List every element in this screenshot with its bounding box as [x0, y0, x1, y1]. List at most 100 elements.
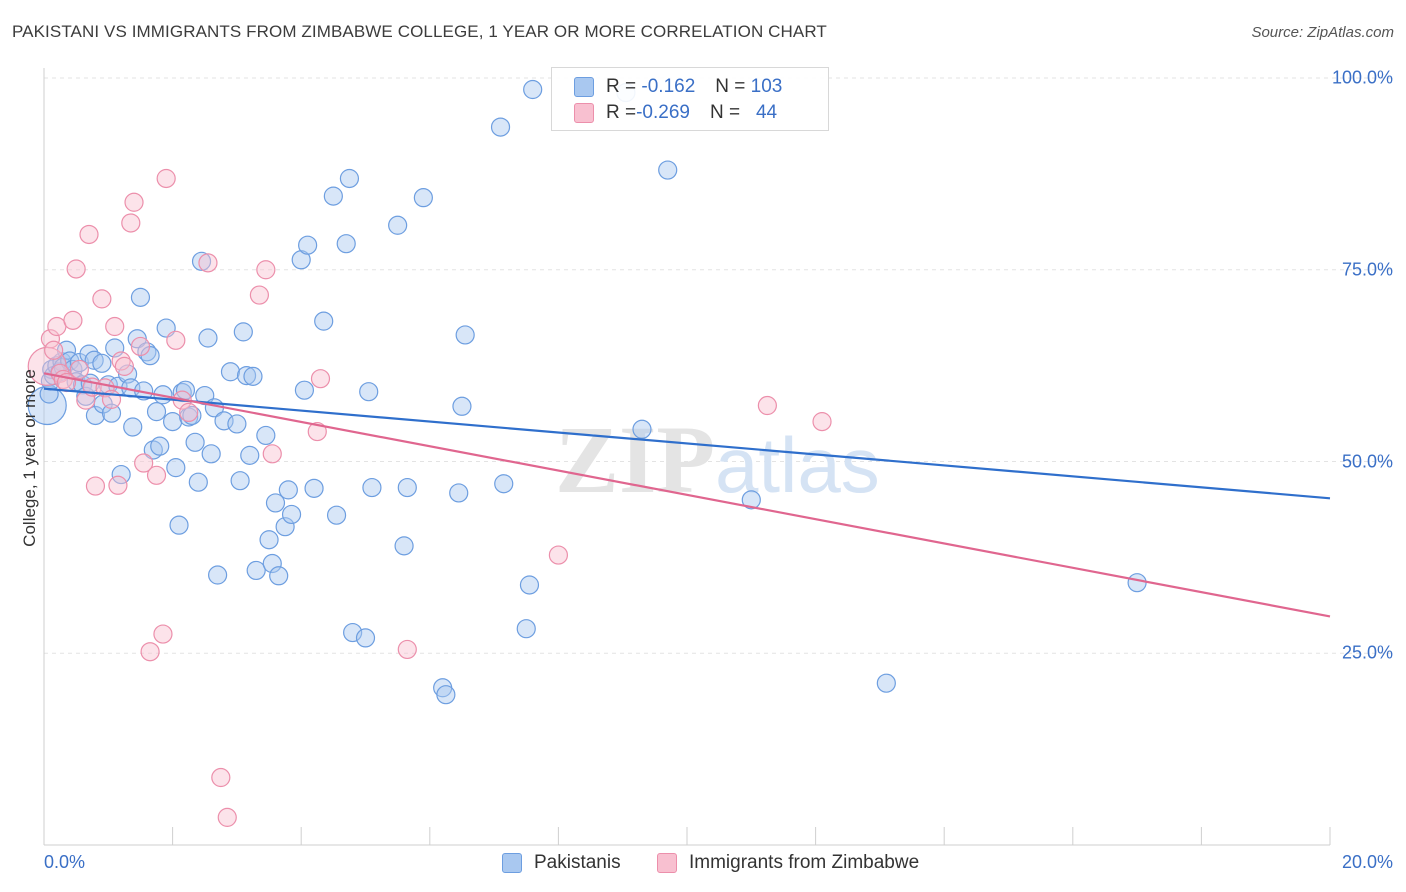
legend-swatch-blue — [574, 77, 594, 97]
data-point-pakistanis — [84, 350, 104, 370]
data-point-zimbabwe — [111, 351, 131, 371]
data-point-zimbabwe — [92, 289, 112, 309]
data-point-pakistanis — [233, 322, 253, 342]
data-point-zimbabwe — [307, 421, 327, 442]
y-tick-label: 25.0% — [1341, 642, 1393, 663]
data-point-zimbabwe — [63, 310, 83, 330]
data-point-pakistanis — [298, 235, 318, 255]
data-point-pakistanis — [397, 477, 417, 498]
n-value: 44 — [755, 102, 778, 123]
data-point-pakistanis — [259, 530, 279, 550]
data-point-pakistanis — [85, 405, 106, 426]
series-pakistanis — [27, 79, 1147, 705]
data-point-pakistanis — [523, 79, 543, 100]
data-point-pakistanis — [101, 403, 122, 423]
data-point-zimbabwe — [812, 412, 832, 432]
x-tick-min: 0.0% — [44, 852, 86, 872]
data-point-pakistanis — [388, 215, 408, 235]
data-point-zimbabwe — [140, 642, 160, 662]
gridlines — [44, 77, 1392, 654]
n-label: N = — [715, 76, 746, 97]
data-point-pakistanis — [27, 385, 67, 426]
data-point-pakistanis — [227, 414, 247, 434]
data-point-pakistanis — [265, 493, 286, 513]
data-point-pakistanis — [326, 505, 347, 525]
data-point-pakistanis — [201, 444, 221, 464]
legend-label-zimbabwe: Immigrants from Zimbabwe — [689, 852, 920, 873]
data-point-pakistanis — [516, 619, 536, 639]
data-point-pakistanis — [281, 504, 302, 525]
data-point-pakistanis — [876, 673, 896, 693]
data-point-pakistanis — [166, 458, 186, 478]
data-point-zimbabwe — [47, 316, 67, 337]
data-point-pakistanis — [269, 566, 289, 586]
n-value: 103 — [750, 76, 783, 97]
data-point-zimbabwe — [249, 285, 270, 305]
watermark-atlas: atlas — [715, 421, 880, 509]
data-point-pakistanis — [240, 445, 260, 465]
r-label: R = — [606, 76, 637, 97]
data-point-zimbabwe — [310, 369, 331, 389]
data-point-pakistanis — [339, 168, 360, 189]
data-point-pakistanis — [355, 628, 376, 648]
legend-row-pakistanis: R = -0.162 N = 103 — [574, 75, 782, 99]
data-point-zimbabwe — [548, 545, 569, 565]
data-point-zimbabwe — [397, 639, 417, 660]
data-point-pakistanis — [169, 515, 189, 535]
data-point-pakistanis — [455, 325, 475, 345]
data-point-pakistanis — [220, 362, 241, 382]
data-point-pakistanis — [150, 436, 170, 456]
data-point-zimbabwe — [79, 224, 99, 245]
y-tick-label: 50.0% — [1341, 451, 1393, 471]
series-legend: Pakistanis Immigrants from Zimbabwe — [0, 852, 1406, 878]
data-point-zimbabwe — [85, 476, 106, 496]
data-point-zimbabwe — [156, 168, 176, 189]
data-point-pakistanis — [123, 417, 143, 437]
y-axis-label: College, 1 year or more — [20, 369, 39, 547]
data-point-pakistanis — [741, 490, 761, 510]
data-point-pakistanis — [314, 311, 334, 331]
data-point-pakistanis — [111, 464, 131, 485]
data-point-pakistanis — [130, 287, 151, 307]
data-point-pakistanis — [275, 517, 295, 537]
data-point-zimbabwe — [44, 340, 64, 360]
data-point-pakistanis — [246, 560, 266, 581]
data-point-zimbabwe — [130, 336, 151, 357]
data-point-zimbabwe — [124, 192, 144, 212]
y-tick-label: 100.0% — [1331, 67, 1393, 88]
trend-line-pakistanis — [43, 387, 1331, 500]
axes — [43, 68, 1331, 846]
data-point-pakistanis — [243, 366, 263, 386]
x-tick-max: 20.0% — [1341, 852, 1393, 872]
legend-item-zimbabwe: Immigrants from Zimbabwe — [657, 852, 919, 874]
data-point-pakistanis — [256, 425, 276, 446]
data-point-zimbabwe — [166, 330, 186, 350]
data-point-pakistanis — [230, 471, 250, 491]
data-point-pakistanis — [632, 419, 652, 439]
data-point-zimbabwe — [179, 402, 199, 423]
data-point-zimbabwe — [134, 453, 154, 473]
data-point-pakistanis — [262, 553, 282, 574]
data-point-zimbabwe — [121, 213, 141, 233]
data-point-zimbabwe — [69, 359, 89, 380]
data-point-zimbabwe — [114, 356, 134, 376]
data-point-pakistanis — [490, 117, 511, 137]
data-point-pakistanis — [188, 472, 208, 492]
r-value: -0.269 — [636, 102, 690, 123]
legend-swatch-pink — [657, 853, 677, 873]
data-point-pakistanis — [336, 234, 356, 254]
data-point-pakistanis — [494, 474, 514, 494]
data-point-pakistanis — [658, 160, 678, 180]
data-point-pakistanis — [182, 405, 202, 426]
data-point-zimbabwe — [40, 329, 61, 349]
data-point-zimbabwe — [211, 767, 231, 788]
data-point-pakistanis — [1127, 573, 1147, 593]
n-label: N = — [709, 102, 741, 123]
trend-line-zimbabwe — [43, 372, 1331, 618]
legend-swatch-pink — [574, 103, 594, 123]
data-point-pakistanis — [278, 480, 298, 500]
data-point-pakistanis — [359, 382, 379, 402]
legend-row-zimbabwe: R = -0.269 N = 44 — [574, 101, 777, 125]
data-point-pakistanis — [179, 407, 199, 427]
